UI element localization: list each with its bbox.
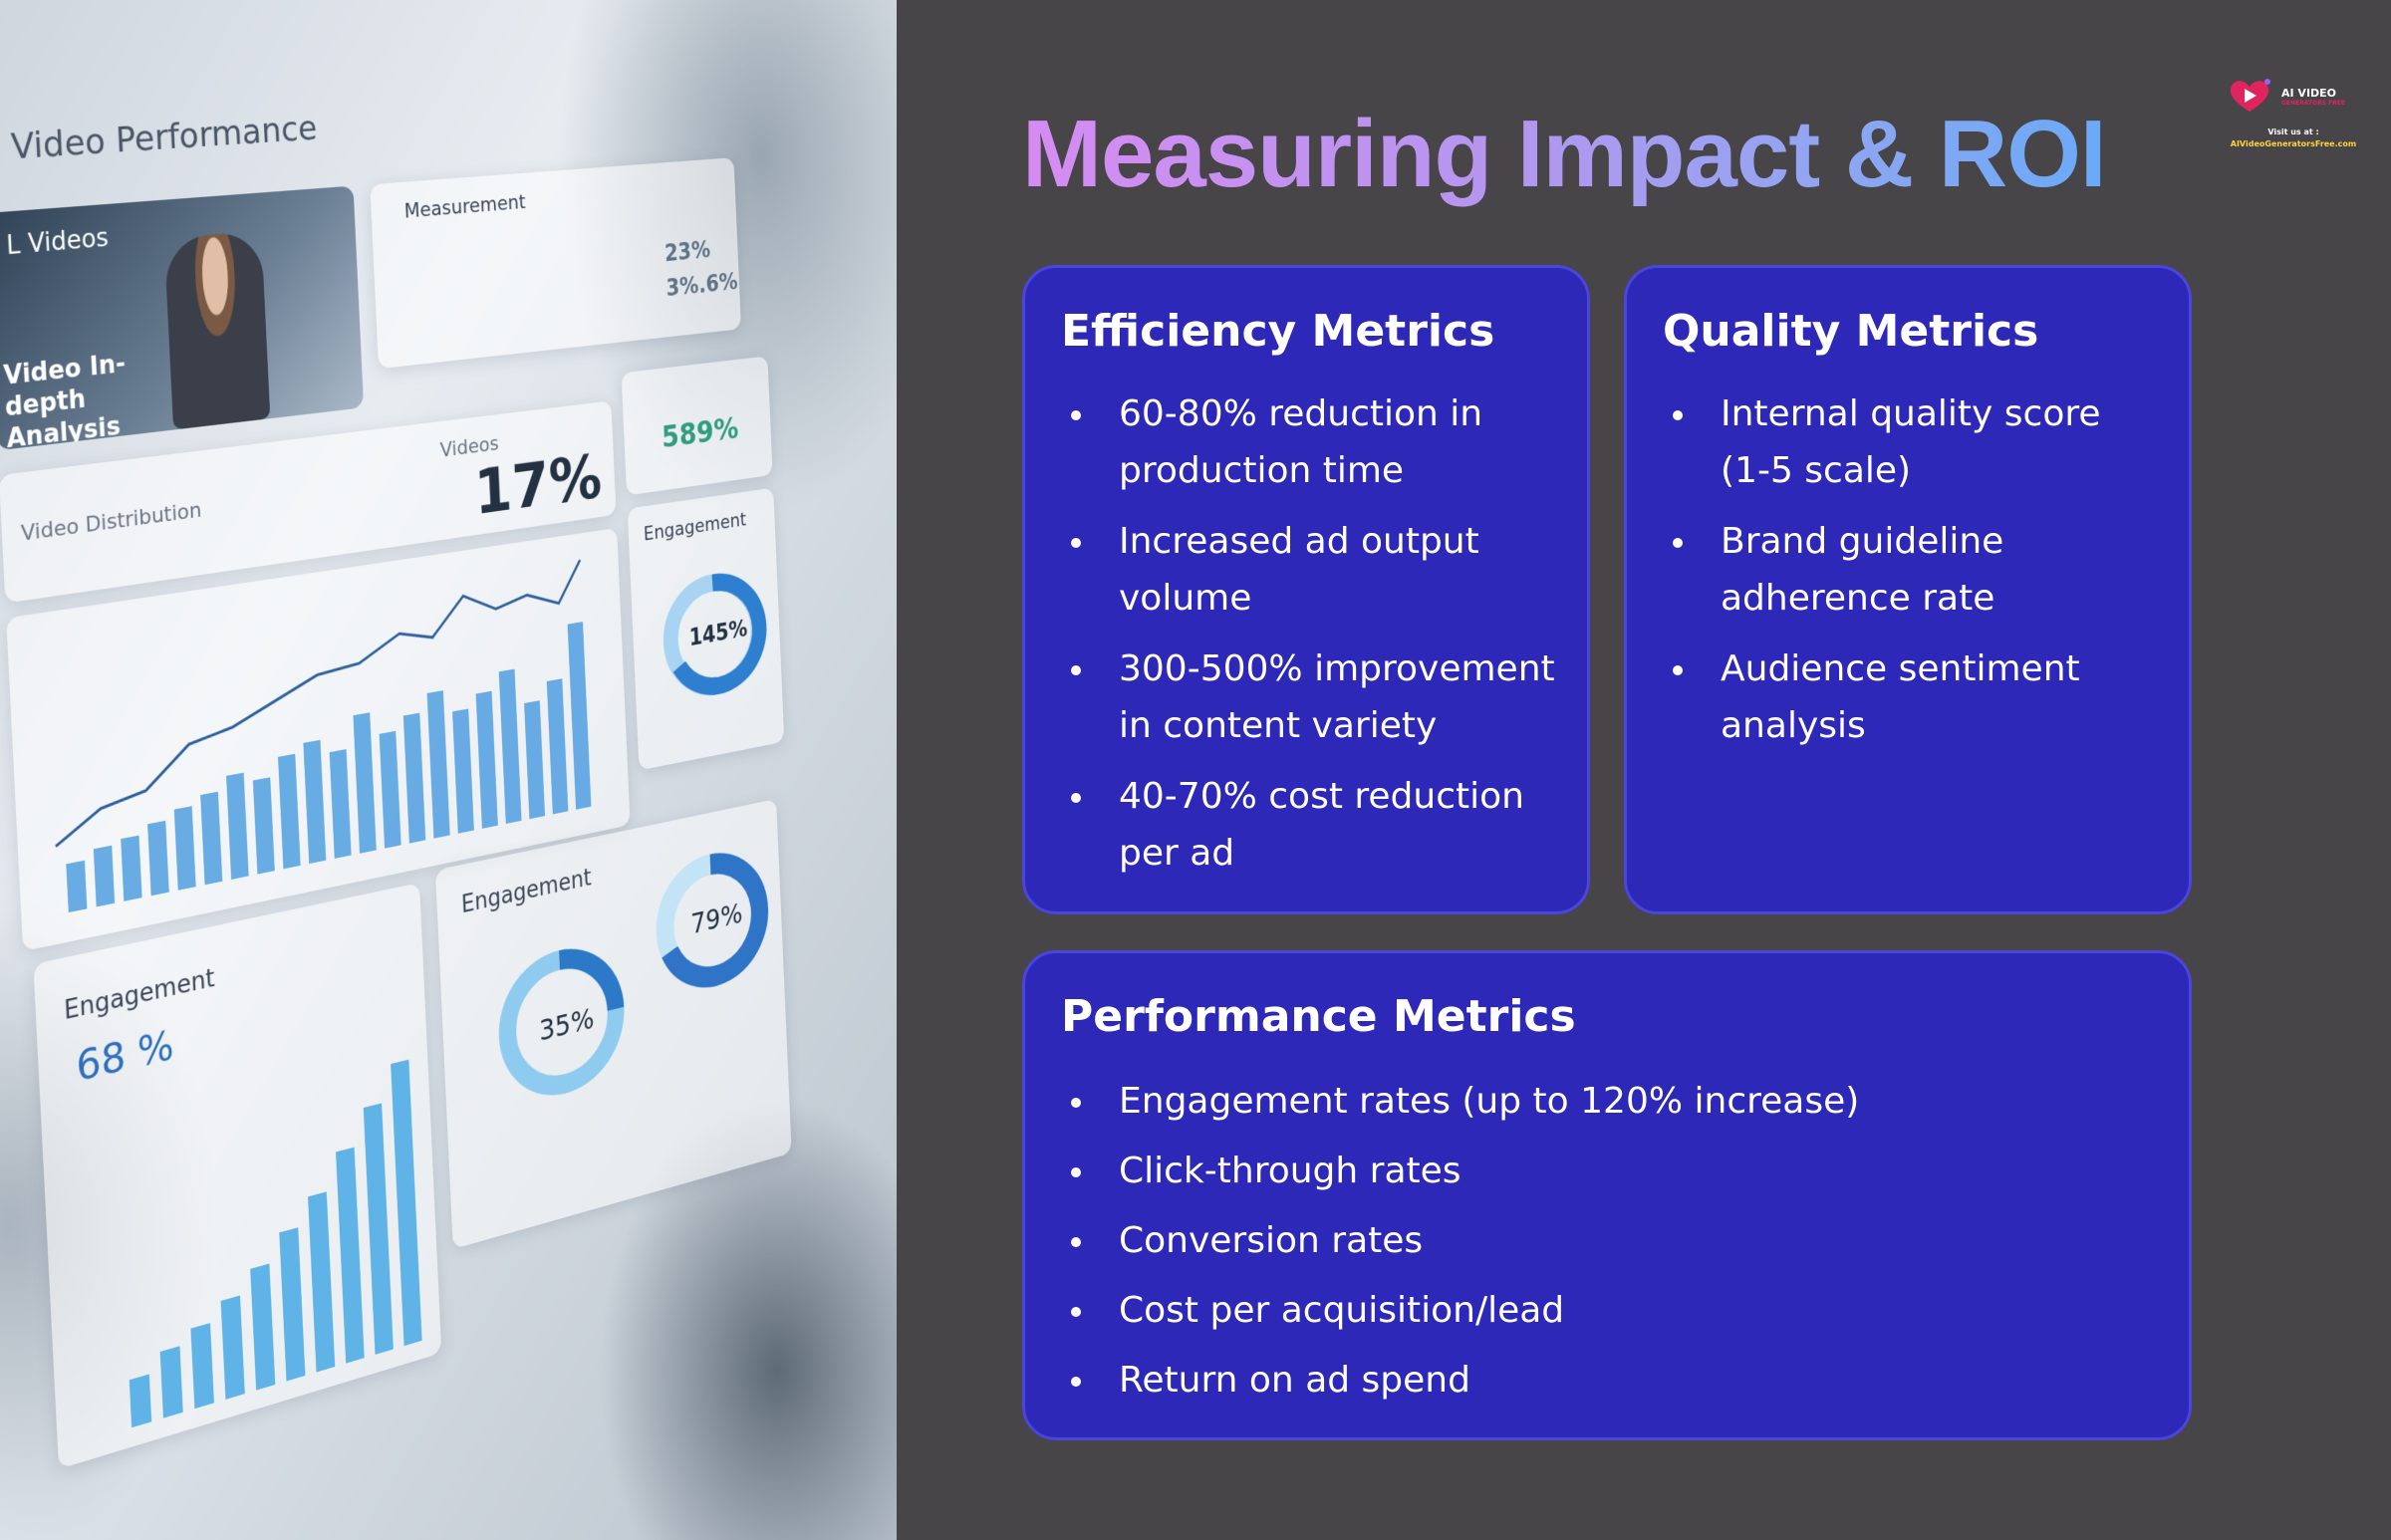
list-item: Engagement rates (up to 120% increase) (1061, 1073, 2161, 1130)
logo-name-line2: GENERATORS FREE (2281, 100, 2346, 107)
play-heart-icon (2230, 79, 2270, 112)
efficiency-list: 60-80% reduction in production time Incr… (1061, 385, 1559, 896)
engagement-ring-card: Engagement 145% (627, 487, 785, 771)
presenter-figure (163, 230, 271, 430)
engagement-section-label: Engagement (63, 963, 216, 1027)
list-item: Click-through rates (1061, 1143, 2161, 1199)
videos-stat-value: 17% (472, 441, 604, 530)
glass-dashboard: Video Performance L Videos Video In-dept… (0, 56, 834, 1540)
list-item: 300-500% improvement in content variety (1061, 641, 1559, 754)
top-stat-value: 589% (661, 410, 739, 456)
hero-photo: Video Performance L Videos Video In-dept… (0, 0, 897, 1540)
list-item: 40-70% cost reduction per ad (1061, 768, 1559, 882)
list-item: 60-80% reduction in production time (1061, 385, 1559, 499)
list-item: Conversion rates (1061, 1212, 2161, 1269)
bar-chart-graphic (16, 538, 623, 913)
efficiency-panel: Efficiency Metrics 60-80% reduction in p… (1022, 265, 1590, 914)
list-item: Increased ad output volume (1061, 513, 1559, 627)
list-item: Brand guideline adherence rate (1663, 513, 2161, 627)
growth-bars (129, 1059, 422, 1428)
engagement-panel-label: Engagement (460, 864, 593, 919)
slide-title: Measuring Impact & ROI (1022, 101, 2107, 207)
performance-list: Engagement rates (up to 120% increase) C… (1061, 1073, 2161, 1421)
engagement-pct: 68 % (75, 1021, 175, 1091)
stat-small-a: 23% (664, 237, 711, 268)
logo-visit: Visit us at : (2267, 128, 2319, 136)
stat-small-b: 3%.6% (665, 269, 739, 303)
logo-url[interactable]: AIVideoGeneratorsFree.com (2230, 139, 2357, 148)
distribution-label: Video Distribution (20, 498, 202, 547)
video-thumbnail: L Videos Video In-depth Analysis (0, 185, 365, 451)
bar-chart-card (6, 527, 631, 952)
measurement-label: Measurement (403, 190, 527, 224)
performance-panel: Performance Metrics Engagement rates (up… (1022, 950, 2192, 1440)
quality-heading: Quality Metrics (1663, 306, 2039, 357)
thumb-caption: Video In-depth Analysis (2, 349, 127, 451)
measurement-card: Measurement 23% 3%.6% (370, 157, 742, 370)
videos-label: L Videos (5, 223, 110, 262)
brand-logo: AI VIDEO GENERATORS FREE Visit us at : A… (2224, 70, 2363, 159)
performance-heading: Performance Metrics (1061, 991, 1576, 1042)
list-item: Internal quality score (1-5 scale) (1663, 385, 2161, 499)
quality-panel: Quality Metrics Internal quality score (… (1624, 265, 2192, 914)
quality-list: Internal quality score (1-5 scale) Brand… (1663, 385, 2161, 768)
list-item: Audience sentiment analysis (1663, 641, 2161, 754)
engagement-donuts-card: Engagement 35% 79% (434, 798, 792, 1250)
logo-name-line1: AI VIDEO (2281, 87, 2337, 100)
engagement-label: Engagement (643, 508, 747, 546)
list-item: Return on ad spend (1061, 1352, 2161, 1409)
list-item: Cost per acquisition/lead (1061, 1282, 2161, 1339)
dashboard-title: Video Performance (9, 109, 319, 168)
logo-name: AI VIDEO GENERATORS FREE (2281, 88, 2345, 108)
top-stat-card: 589% (621, 356, 773, 496)
efficiency-heading: Efficiency Metrics (1061, 306, 1495, 357)
engagement-growth-card: Engagement 68 % (33, 883, 442, 1469)
